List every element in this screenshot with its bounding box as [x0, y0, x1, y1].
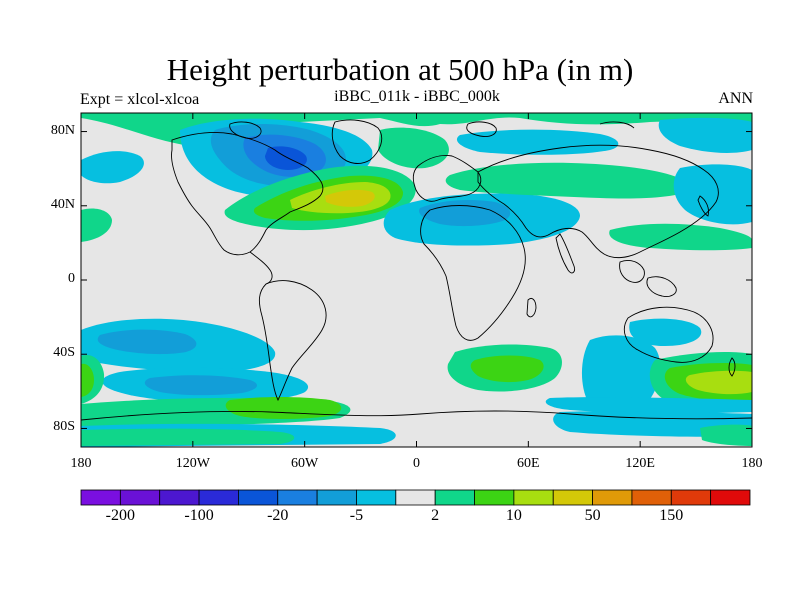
colorbar-box [552, 489, 593, 506]
colorbar-label: 2 [431, 507, 440, 524]
lon-tick-label: 120E [625, 456, 655, 471]
lon-tick-label: 180 [741, 456, 763, 471]
colorbar-box [395, 489, 436, 506]
colorbar-box [80, 489, 121, 506]
axis-ticks [80, 113, 753, 447]
colorbar-box [631, 489, 672, 506]
colorbar-box [356, 489, 397, 506]
colorbar-label: -20 [267, 507, 289, 524]
lon-tick-label: 0 [413, 456, 420, 471]
colorbar-box [238, 489, 279, 506]
lat-tick-label: 0 [68, 271, 75, 286]
lon-tick-label: 120W [175, 456, 210, 471]
colorbar-box [198, 489, 239, 506]
season-label: ANN [718, 90, 753, 107]
case-label: iBBC_011k - iBBC_000k [334, 88, 500, 105]
colorbar-box [316, 489, 357, 506]
lat-tick-label: 40S [53, 345, 75, 361]
colorbar-box [277, 489, 318, 506]
colorbar-box [434, 489, 475, 506]
colorbar-box [474, 489, 515, 506]
coastlines [81, 119, 752, 421]
lon-tick-label: 180 [70, 456, 92, 471]
colorbar-label: -5 [349, 507, 364, 524]
colorbar-box [159, 489, 200, 506]
lat-tick-label: 40N [50, 196, 75, 212]
map-area [81, 113, 752, 447]
colorbar-box [119, 489, 161, 506]
colorbar-box [592, 489, 633, 506]
colorbar-box [710, 489, 751, 506]
lat-tick-label: 80S [53, 419, 75, 435]
contour-fill [81, 113, 752, 447]
colorbar-box [513, 489, 554, 506]
colorbar-label: 50 [584, 507, 601, 524]
lon-tick-label: 60E [517, 456, 540, 471]
colorbar-label: -100 [184, 507, 214, 524]
lon-tick-label: 60W [291, 456, 319, 471]
colorbar-box [670, 489, 712, 506]
experiment-label: Expt = xlcol-xlcoa [80, 91, 200, 108]
lat-tick-label: 80N [50, 122, 75, 138]
plot-title: Height perturbation at 500 hPa (in m) [166, 52, 634, 87]
colorbar-label: 150 [659, 507, 684, 524]
colorbar-label: -200 [105, 507, 135, 524]
colorbar-label: 10 [505, 507, 522, 524]
colorbar [80, 489, 751, 506]
